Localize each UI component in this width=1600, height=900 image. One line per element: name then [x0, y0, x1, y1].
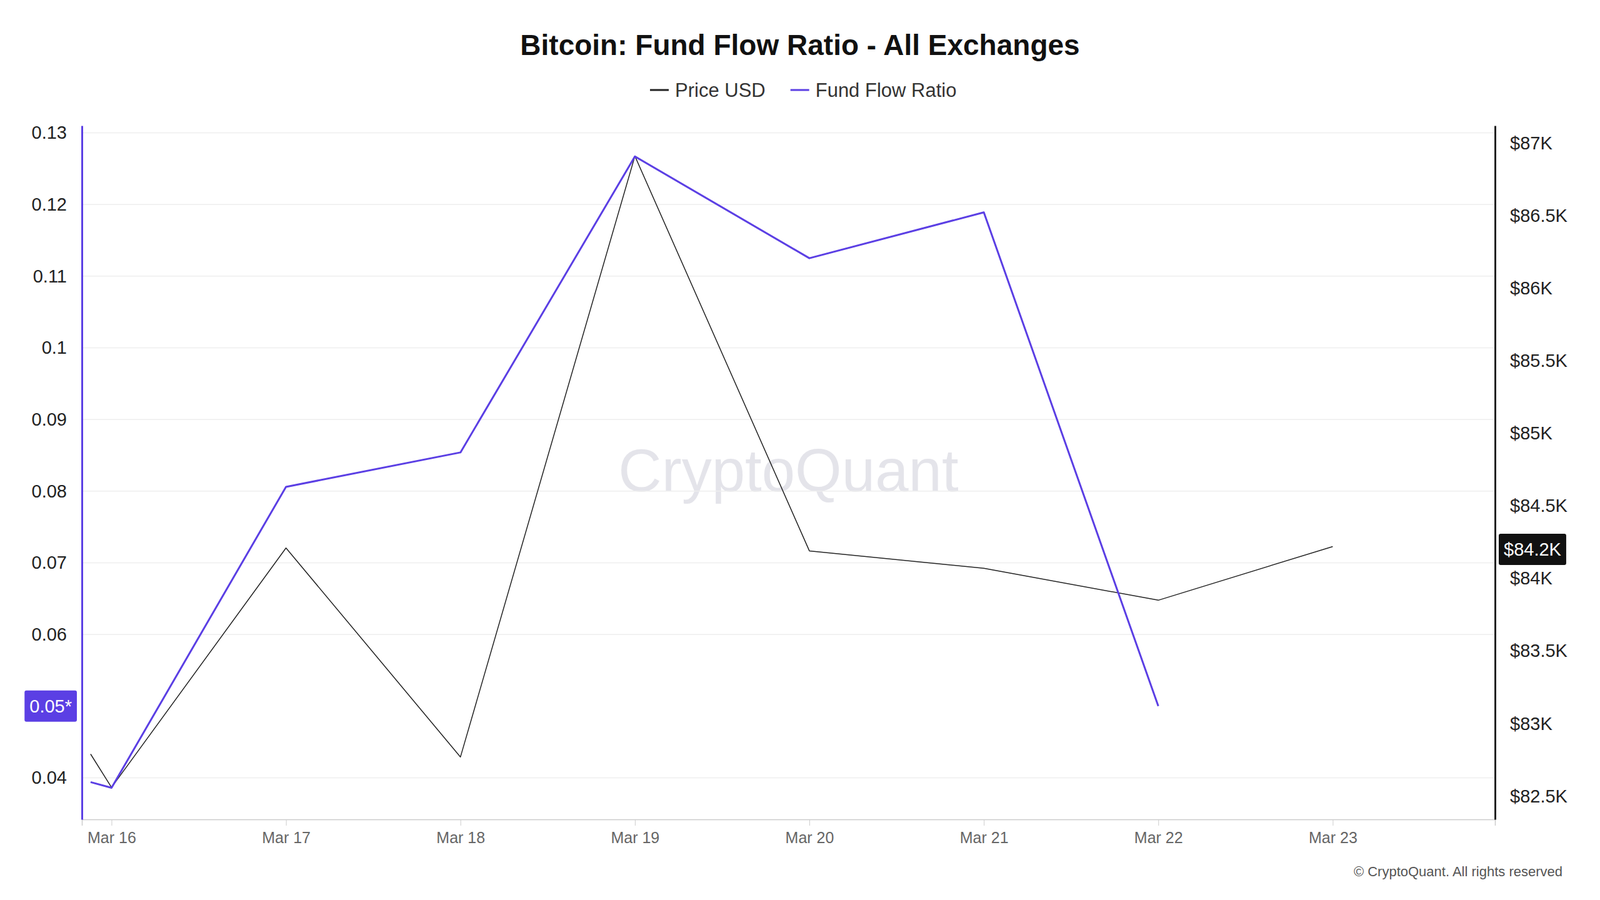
- y-tick-label: 0.12: [31, 194, 67, 215]
- x-tick-label: Mar 19: [610, 828, 660, 847]
- x-tick: Mar 17: [261, 819, 311, 847]
- legend-label: Fund Flow Ratio: [815, 79, 957, 102]
- x-tick-mark: [1158, 819, 1159, 826]
- y2-tick-label: $87K: [1510, 133, 1553, 154]
- y2-tick-label: $85K: [1510, 423, 1553, 444]
- value-badge: 0.05*: [24, 690, 77, 722]
- x-tick-label: Mar 22: [1134, 828, 1184, 847]
- y2-tick: $83.5K: [1495, 640, 1569, 661]
- y-tick-label: 0.06: [31, 624, 67, 645]
- legend-item: Price USD: [650, 79, 766, 102]
- value-badge: $84.2K: [1498, 533, 1567, 565]
- credit: © CryptoQuant. All rights reserved: [1353, 863, 1563, 880]
- x-tick: Mar 16: [87, 819, 137, 847]
- grid-line: [81, 418, 1495, 420]
- grid-line: [81, 490, 1495, 492]
- y2-tick-label: $85.5K: [1510, 350, 1569, 371]
- x-axis-line: [82, 820, 1496, 827]
- legend-label: Price USD: [675, 79, 766, 102]
- y-tick-label: 0.08: [31, 481, 67, 502]
- y-tick: 0.07: [31, 552, 82, 573]
- legend-swatch: [650, 89, 669, 92]
- grid-line: [81, 132, 1495, 134]
- x-tick-label: Mar 20: [785, 828, 835, 847]
- y2-tick: $84K: [1495, 568, 1553, 589]
- y2-axis: $82.5K $83K $83.5K $84K $84.5K $85K $85.5K $86K…: [1495, 126, 1569, 820]
- y2-tick-label: $84.5K: [1510, 495, 1569, 516]
- series-line: [90, 156, 1333, 788]
- y-tick: 0.13: [31, 122, 82, 143]
- value-badge-label: $84.2K: [1503, 539, 1562, 560]
- grid-line: [81, 203, 1495, 205]
- grid-line: [81, 347, 1495, 349]
- y-tick: 0.04: [31, 767, 82, 788]
- x-tick-mark: [1332, 819, 1334, 826]
- x-tick: Mar 22: [1134, 819, 1184, 847]
- y-tick: 0.08: [31, 481, 82, 502]
- y2-tick-label: $86.5K: [1510, 205, 1569, 226]
- x-tick-mark: [635, 819, 636, 826]
- x-tick: Mar 20: [785, 819, 835, 847]
- x-tick-label: Mar 23: [1308, 828, 1358, 847]
- y-tick-label: 0.13: [31, 122, 67, 143]
- value-badge-box: [1498, 533, 1567, 565]
- x-tick: Mar 18: [436, 819, 485, 847]
- x-tick-mark: [286, 819, 287, 826]
- x-axis: Mar 16 Mar 17 Mar 18 Mar 19 Mar 20 Mar 21 Mar …: [82, 819, 1496, 847]
- x-tick: Mar 23: [1308, 819, 1358, 847]
- y2-tick: $82.5K: [1495, 786, 1569, 807]
- x-tick-label: Mar 18: [436, 828, 485, 847]
- grid-line: [81, 562, 1495, 564]
- x-tick-label: Mar 21: [960, 828, 1009, 847]
- y2-tick-label: $82.5K: [1510, 786, 1569, 807]
- x-tick-label: Mar 16: [87, 828, 137, 847]
- x-tick-mark: [111, 819, 112, 826]
- y-tick-label: 0.07: [31, 552, 67, 573]
- grid-line: [81, 777, 1495, 779]
- y2-tick-label: $83.5K: [1510, 640, 1569, 661]
- x-tick: Mar 19: [610, 819, 660, 847]
- y2-tick: $86.5K: [1495, 205, 1569, 226]
- value-badge-label: 0.05*: [29, 696, 72, 717]
- legend-item: Fund Flow Ratio: [790, 79, 957, 102]
- title: Bitcoin: Fund Flow Ratio - All Exchanges: [520, 28, 1080, 62]
- y-axis-line: [81, 126, 84, 820]
- y-tick-label: 0.04: [31, 767, 67, 788]
- y-tick: 0.12: [31, 194, 82, 215]
- chart: Bitcoin: Fund Flow Ratio - All Exchanges…: [0, 0, 1600, 900]
- y-tick: 0.09: [31, 409, 82, 430]
- grid-line: [81, 633, 1495, 635]
- y2-tick: $87K: [1495, 133, 1553, 154]
- y-tick: 0.06: [31, 624, 82, 645]
- plot-area: [90, 156, 1333, 789]
- y2-tick: $85K: [1495, 423, 1553, 444]
- legend-swatch: [790, 89, 810, 92]
- watermark: CryptoQuant: [618, 436, 959, 504]
- y2-tick-label: $86K: [1510, 278, 1553, 299]
- y2-tick: $83K: [1495, 713, 1553, 734]
- y-tick-label: 0.1: [41, 337, 67, 358]
- grid-line: [81, 275, 1495, 277]
- y2-axis-line: [1494, 126, 1497, 820]
- value-badge-box: [24, 690, 77, 722]
- y2-tick-label: $83K: [1510, 713, 1553, 734]
- y2-tick-label: $84K: [1510, 568, 1553, 589]
- x-tick: Mar 21: [960, 819, 1009, 847]
- legend: Price USD Fund Flow Ratio: [650, 79, 957, 102]
- y-tick: 0.11: [33, 266, 82, 287]
- y2-tick: $84.5K: [1495, 495, 1569, 516]
- y-tick-label: 0.09: [31, 409, 67, 430]
- series-line: [90, 156, 1159, 788]
- y2-tick: $86K: [1495, 278, 1553, 299]
- y2-tick: $85.5K: [1495, 350, 1569, 371]
- x-tick-mark: [809, 819, 810, 826]
- y-tick: 0.1: [41, 337, 82, 358]
- x-tick-mark: [460, 819, 462, 826]
- y-tick-label: 0.11: [33, 266, 67, 287]
- x-tick-mark: [983, 819, 985, 826]
- grid: [81, 132, 1495, 778]
- x-tick-label: Mar 17: [261, 828, 311, 847]
